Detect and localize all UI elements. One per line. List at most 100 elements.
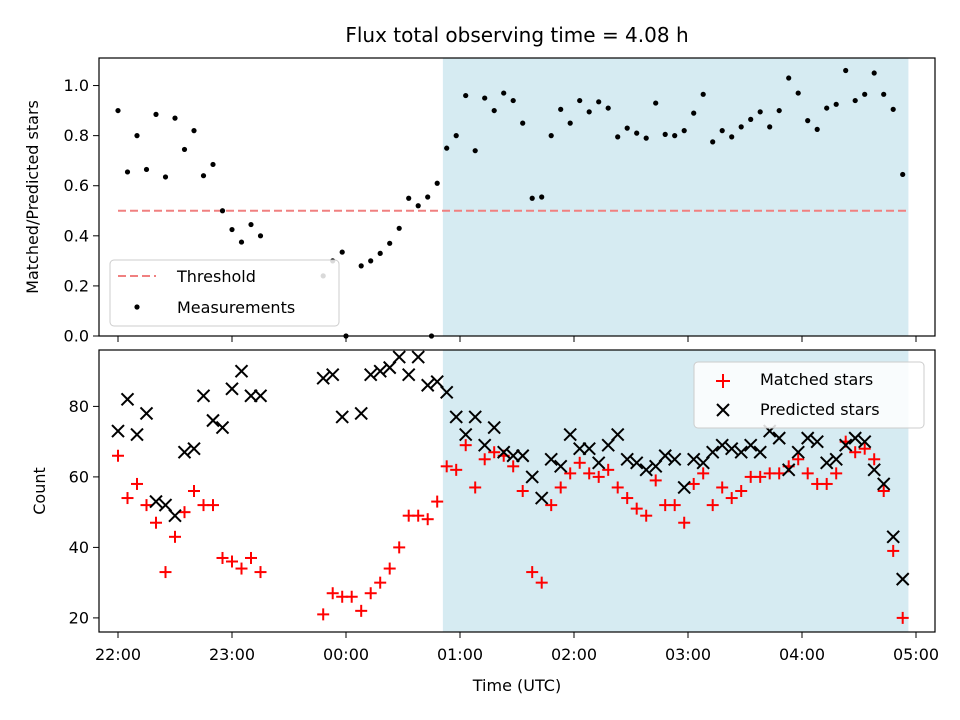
matched-star-point (216, 551, 229, 564)
predicted-star-point (215, 420, 230, 435)
predicted-star-point (430, 375, 444, 389)
x-tick-label: 23:00 (209, 645, 255, 664)
measurement-point (748, 116, 754, 122)
predicted-star-point (373, 364, 387, 378)
measurement-point (510, 97, 516, 104)
predicted-star-point (629, 456, 644, 470)
matched-star-point (725, 492, 738, 505)
measurement-point (881, 91, 887, 97)
predicted-star-point (610, 427, 625, 442)
matched-star-point (421, 513, 434, 526)
predicted-star-point (458, 427, 473, 442)
top-x-ticks (117, 336, 917, 342)
matched-star-point (226, 555, 238, 568)
matched-star-point (469, 481, 482, 494)
bottom-y-tick-label: 60 (69, 467, 89, 486)
predicted-star-point (800, 431, 815, 445)
predicted-star-point (325, 367, 340, 382)
measurement-point (115, 107, 121, 114)
measurement-point (520, 120, 526, 126)
matched-star-point (621, 492, 634, 505)
matched-star-point (207, 499, 219, 512)
predicted-star-point (449, 410, 463, 424)
matched-star-point (735, 485, 748, 497)
top-frame (98, 57, 936, 337)
matched-star-point (412, 509, 425, 522)
matched-star-point (583, 467, 596, 480)
matched-star-point (820, 477, 833, 490)
measurement-point (662, 131, 668, 137)
predicted-star-point (753, 445, 767, 459)
measurement-point (700, 91, 706, 97)
x-axis-label: Time (UTC) (472, 676, 561, 695)
matched-star-point (554, 481, 567, 494)
predicted-star-point (686, 452, 701, 466)
predicted-star-point (244, 389, 258, 403)
predicted-star-point (411, 350, 425, 364)
matched-star-point (254, 566, 267, 579)
top-y-tick-label: 0.4 (64, 226, 89, 245)
predicted-star-point (743, 438, 758, 452)
matched-star-point (364, 587, 377, 600)
matched-star-point (178, 506, 191, 519)
measurement-point (786, 75, 792, 81)
measurement-point (339, 249, 345, 255)
predicted-star-point (563, 427, 577, 442)
predicted-star-point (620, 452, 634, 466)
bottom-y-tick-label: 20 (69, 608, 89, 627)
measurement-point (738, 124, 744, 130)
x-tick-label: 05:00 (893, 645, 939, 664)
top-shaded-span (442, 58, 909, 336)
measurement-point (453, 133, 459, 139)
predicted-star-point (734, 445, 748, 459)
predicted-star-point (354, 406, 368, 421)
matched-star-point (140, 499, 153, 512)
predicted-star-point (648, 459, 663, 474)
measurement-point (767, 124, 773, 130)
measurement-point (729, 134, 735, 140)
matched-star-point (478, 453, 491, 466)
predicted-star-point (705, 445, 720, 459)
matched-star-point (678, 516, 691, 529)
matched-star-point (459, 439, 472, 452)
bottom-panel: 20 40 60 80 22:00 23:00 00:00 01:00 02:00 03:00 0… (30, 349, 939, 695)
matched-star-point (754, 470, 767, 483)
top-y-ticks: 0.0 0.2 0.4 0.6 0.8 1.0 (64, 76, 99, 346)
matched-star-point (131, 477, 143, 490)
matched-star-point (150, 516, 162, 529)
predicted-star-point (895, 572, 910, 586)
top-marks (115, 67, 906, 339)
predicted-star-point (677, 480, 691, 495)
measurement-point (548, 133, 554, 139)
matched-star-point (545, 499, 558, 512)
measurement-point (653, 100, 659, 106)
x-tick-label: 02:00 (551, 645, 597, 664)
matched-star-point (792, 453, 805, 466)
predicted-star-point (401, 367, 416, 382)
measurement-point (434, 180, 440, 186)
predicted-star-point (130, 427, 144, 442)
predicted-star-point (168, 508, 182, 523)
matched-star-point (849, 446, 862, 459)
matched-star-point (887, 544, 900, 557)
predicted-star-point (601, 438, 615, 452)
predicted-star-point (525, 470, 539, 484)
measurement-point (643, 135, 649, 141)
measurement-point (672, 133, 678, 139)
matched-star-point (668, 499, 681, 512)
predicted-star-point (772, 431, 786, 445)
matched-star-point (716, 481, 729, 494)
matched-star-point (640, 509, 653, 522)
measurement-point (358, 263, 364, 269)
top-y-tick-label: 1.0 (64, 76, 89, 95)
predicted-star-point (477, 438, 492, 452)
matched-star-point (159, 566, 172, 579)
matched-star-point (374, 576, 387, 589)
top-panel: 0.0 0.2 0.4 0.6 0.8 1.0 Matched/Predicted sta… (23, 57, 936, 346)
measurement-point (719, 128, 725, 134)
measurement-point (368, 258, 374, 264)
measurement-point (824, 105, 830, 111)
predicted-star-point (225, 382, 239, 396)
measurement-point (586, 109, 592, 115)
